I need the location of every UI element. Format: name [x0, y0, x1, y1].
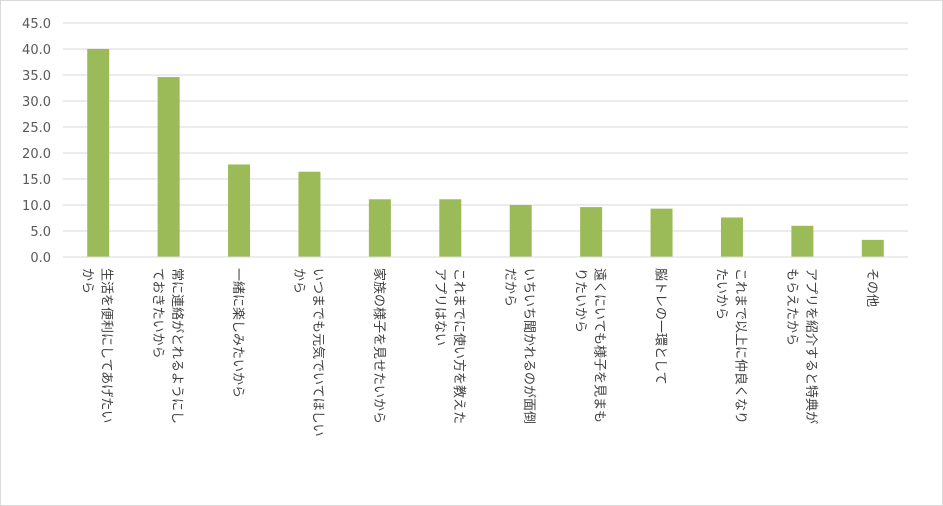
category-label-line: いつまでも元気でいてほしい: [310, 268, 326, 437]
y-tick-label: 5.0: [30, 225, 51, 240]
category-label-line: 遠くにいても様子を見まも: [592, 268, 607, 423]
category-label: 脳トレの一環として: [653, 268, 668, 385]
gridlines: [63, 22, 908, 258]
y-tick-label: 10.0: [22, 199, 51, 214]
bar: [298, 171, 321, 257]
category-label-line: これまで以上に仲良くなり: [732, 268, 748, 424]
bar: [791, 225, 814, 257]
category-label-line: だから: [502, 268, 517, 307]
y-tick-label: 30.0: [22, 95, 51, 110]
category-label: 家族の様子を見せたいから: [371, 268, 387, 424]
y-tick-label: 15.0: [22, 173, 51, 188]
y-axis-tick-labels: 0.0 5.0 10.0 15.0 20.0 25.0 30.0 35.0 40.0 45.0: [22, 17, 51, 266]
y-tick-label: 40.0: [22, 43, 51, 58]
category-label-line: 一緒に楽しみたいから: [230, 268, 246, 398]
y-tick-label: 35.0: [22, 69, 51, 84]
bar: [720, 217, 743, 257]
bar: [580, 207, 603, 257]
bar: [650, 208, 673, 257]
category-label-line: たいから: [713, 268, 728, 320]
bar: [228, 164, 251, 257]
category-label-line: 家族の様子を見せたいから: [371, 268, 387, 424]
category-label-line: から: [80, 268, 95, 294]
y-tick-label: 0.0: [30, 251, 51, 266]
category-label-line: その他: [864, 268, 879, 307]
category-label-line: アプリはない: [432, 268, 447, 346]
category-label-line: りたいから: [573, 268, 588, 333]
bars: [87, 49, 884, 257]
y-tick-label: 45.0: [22, 17, 51, 32]
y-tick-label: 25.0: [22, 121, 51, 136]
bar: [861, 239, 884, 257]
bar: [368, 199, 391, 257]
category-label-line: 脳トレの一環として: [653, 268, 668, 385]
bar: [439, 199, 462, 257]
category-label: その他: [864, 268, 879, 307]
category-label-line: 生活を便利にしてあげたい: [99, 268, 114, 423]
category-label-line: アプリを紹介すると特典が: [803, 268, 818, 424]
bar: [509, 205, 532, 257]
category-label-line: いちいち聞かれるのが面倒: [521, 268, 536, 424]
category-label-line: 常に連絡がとれるようにし: [169, 268, 185, 424]
category-label-line: ておきたいから: [150, 268, 165, 359]
bar: [157, 77, 180, 257]
category-label-line: から: [291, 268, 306, 294]
category-label-line: もらえたから: [784, 268, 799, 346]
category-label: 一緒に楽しみたいから: [230, 268, 246, 398]
bar: [87, 49, 110, 257]
y-tick-label: 20.0: [22, 147, 51, 162]
category-label-line: これまでに使い方を教えた: [451, 268, 467, 424]
